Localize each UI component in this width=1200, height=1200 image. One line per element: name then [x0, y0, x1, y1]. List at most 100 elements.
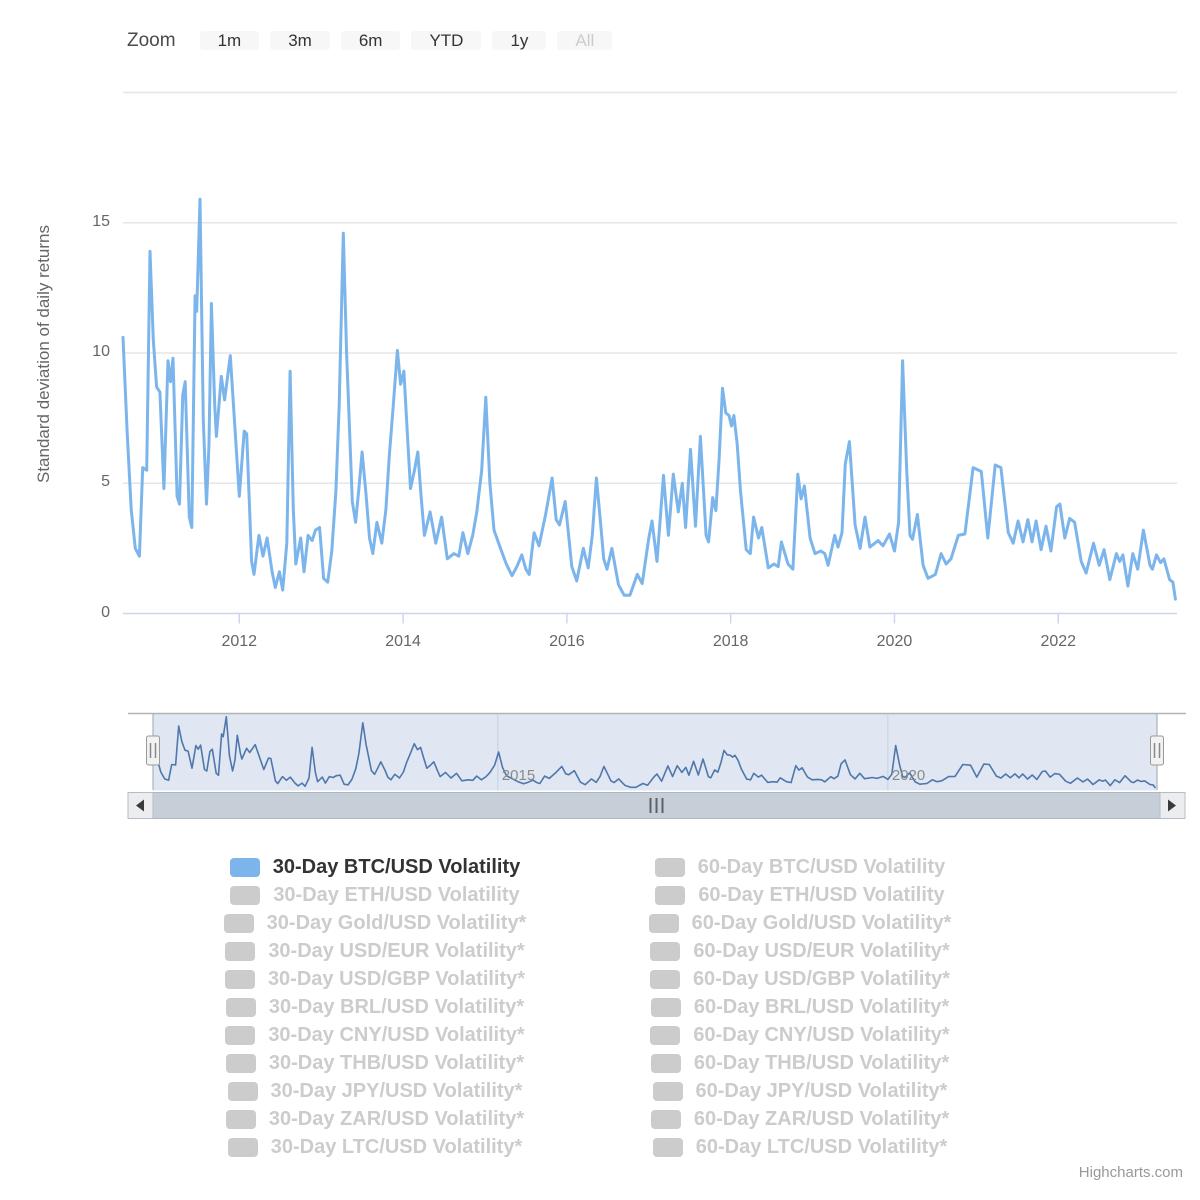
- legend-swatch-icon: [650, 941, 681, 961]
- legend-swatch-icon: [224, 969, 255, 989]
- legend-swatch-icon: [229, 857, 260, 877]
- legend-label: 30-Day USD/GBP Volatility*: [267, 968, 526, 990]
- legend-label: 60-Day JPY/USD Volatility*: [695, 1080, 948, 1102]
- x-tick-label: 2012: [221, 633, 258, 650]
- legend-item[interactable]: 30-Day LTC/USD Volatility*: [227, 1133, 523, 1161]
- legend-item[interactable]: 30-Day THB/USD Volatility*: [225, 1049, 525, 1077]
- legend-swatch-icon: [652, 1081, 683, 1101]
- y-tick-label: 10: [92, 343, 110, 360]
- legend-label: 30-Day THB/USD Volatility*: [268, 1052, 525, 1074]
- legend-swatch-icon: [650, 1025, 681, 1045]
- legend-label: 30-Day BRL/USD Volatility*: [268, 996, 525, 1018]
- legend-item[interactable]: 30-Day CNY/USD Volatility*: [225, 1021, 525, 1049]
- legend-swatch-icon: [227, 1137, 258, 1157]
- x-tick-label: 2018: [712, 633, 749, 650]
- legend-swatch-icon: [650, 1053, 681, 1073]
- legend-label: 60-Day Gold/USD Volatility*: [691, 912, 952, 934]
- legend-item[interactable]: 60-Day BTC/USD Volatility: [654, 853, 945, 881]
- legend-label: 60-Day THB/USD Volatility*: [693, 1052, 950, 1074]
- legend-item[interactable]: 60-Day JPY/USD Volatility*: [652, 1077, 948, 1105]
- legend-swatch-icon: [225, 1053, 256, 1073]
- navigator: [128, 712, 1186, 791]
- legend-item[interactable]: 30-Day JPY/USD Volatility*: [227, 1077, 523, 1105]
- legend-label: 60-Day BRL/USD Volatility*: [693, 996, 950, 1018]
- highcharts-credit[interactable]: Highcharts.com: [1078, 1164, 1183, 1181]
- x-tick-label: 2020: [876, 633, 913, 650]
- legend-item[interactable]: 30-Day ETH/USD Volatility: [230, 881, 520, 909]
- zoom-button-1m[interactable]: 1m: [199, 31, 260, 50]
- legend-item[interactable]: 60-Day USD/EUR Volatility*: [650, 937, 950, 965]
- y-tick-label: 0: [101, 603, 110, 621]
- legend-swatch-icon: [648, 913, 679, 933]
- legend-swatch-icon: [652, 1137, 683, 1157]
- navigator-selected-range[interactable]: [153, 714, 1157, 791]
- legend-item[interactable]: 30-Day USD/EUR Volatility*: [225, 937, 525, 965]
- scrollbar-left-button[interactable]: [127, 792, 154, 819]
- legend-swatch-icon: [230, 885, 261, 905]
- legend-label: 30-Day USD/EUR Volatility*: [268, 940, 525, 962]
- legend-label: 30-Day BTC/USD Volatility: [272, 856, 521, 878]
- legend-item[interactable]: 60-Day ETH/USD Volatility: [655, 881, 945, 909]
- legend-item[interactable]: 60-Day ZAR/USD Volatility*: [650, 1105, 950, 1133]
- legend-swatch-icon: [223, 913, 254, 933]
- zoom-button-all[interactable]: All: [557, 31, 613, 50]
- zoom-button-3m[interactable]: 3m: [270, 31, 330, 50]
- legend-label: 30-Day JPY/USD Volatility*: [270, 1080, 523, 1102]
- legend-label: 30-Day ETH/USD Volatility: [273, 884, 520, 906]
- legend-label: 30-Day CNY/USD Volatility*: [268, 1024, 525, 1046]
- legend-item[interactable]: 60-Day BRL/USD Volatility*: [650, 993, 950, 1021]
- legend-swatch-icon: [650, 1109, 681, 1129]
- scrollbar-grip-icon: [649, 798, 664, 813]
- legend-swatch-icon: [225, 941, 256, 961]
- legend-swatch-icon: [654, 857, 685, 877]
- legend-label: 30-Day LTC/USD Volatility*: [270, 1136, 523, 1158]
- legend-item[interactable]: 30-Day BTC/USD Volatility: [229, 853, 521, 881]
- legend-label: 60-Day CNY/USD Volatility*: [693, 1024, 950, 1046]
- arrow-left-icon: [136, 799, 144, 812]
- navigator-tick-label: 2015: [501, 767, 536, 784]
- navigator-tick-label: 2020: [891, 767, 926, 784]
- zoom-button-6m[interactable]: 6m: [340, 31, 401, 50]
- y-tick-label: 15: [92, 212, 110, 230]
- legend-column-30day: 30-Day BTC/USD Volatility 30-Day ETH/USD …: [160, 853, 590, 1161]
- legend-item[interactable]: 60-Day LTC/USD Volatility*: [652, 1133, 948, 1161]
- legend-item[interactable]: 60-Day THB/USD Volatility*: [650, 1049, 950, 1077]
- arrow-right-icon: [1168, 799, 1176, 812]
- legend-item[interactable]: 30-Day BRL/USD Volatility*: [225, 993, 525, 1021]
- legend-item[interactable]: 60-Day Gold/USD Volatility*: [648, 909, 952, 937]
- btc-volatility-line-series: [121, 197, 1177, 601]
- zoom-button-ytd[interactable]: YTD: [411, 31, 482, 50]
- x-tick-label: 2016: [549, 633, 585, 650]
- legend-swatch-icon: [225, 1025, 256, 1045]
- gridlines: [123, 91, 1177, 624]
- range-selector: Zoom 1m 3m 6m YTD 1y All: [127, 21, 613, 61]
- legend-item[interactable]: 60-Day USD/GBP Volatility*: [649, 965, 951, 993]
- legend-swatch-icon: [649, 969, 680, 989]
- x-tick-label: 2014: [385, 633, 421, 650]
- legend-swatch-icon: [225, 1109, 256, 1129]
- navigator-handle-left[interactable]: [146, 714, 160, 790]
- navigator-handle-right[interactable]: [1150, 714, 1164, 790]
- legend-item[interactable]: 30-Day Gold/USD Volatility*: [223, 909, 527, 937]
- zoom-label: Zoom: [127, 30, 176, 51]
- legend-item[interactable]: 30-Day USD/GBP Volatility*: [224, 965, 526, 993]
- y-tick-label: 5: [101, 473, 110, 491]
- legend-label: 30-Day Gold/USD Volatility*: [266, 912, 527, 934]
- legend-label: 60-Day USD/GBP Volatility*: [692, 968, 951, 990]
- range-selector-buttons: 1m 3m 6m YTD 1y All: [189, 21, 613, 61]
- scrollbar-right-button[interactable]: [1159, 792, 1186, 819]
- scrollbar: [127, 792, 1186, 819]
- legend-label: 60-Day ETH/USD Volatility: [698, 884, 945, 906]
- legend-label: 60-Day ZAR/USD Volatility*: [693, 1108, 950, 1130]
- legend-label: 30-Day ZAR/USD Volatility*: [268, 1108, 525, 1130]
- legend-swatch-icon: [225, 997, 256, 1017]
- legend-item[interactable]: 60-Day CNY/USD Volatility*: [650, 1021, 950, 1049]
- legend-label: 60-Day USD/EUR Volatility*: [693, 940, 950, 962]
- legend-label: 60-Day LTC/USD Volatility*: [695, 1136, 948, 1158]
- legend-column-60day: 60-Day BTC/USD Volatility 60-Day ETH/USD …: [585, 853, 1015, 1161]
- legend-swatch-icon: [650, 997, 681, 1017]
- legend-item[interactable]: 30-Day ZAR/USD Volatility*: [225, 1105, 525, 1133]
- zoom-button-1y[interactable]: 1y: [492, 31, 547, 50]
